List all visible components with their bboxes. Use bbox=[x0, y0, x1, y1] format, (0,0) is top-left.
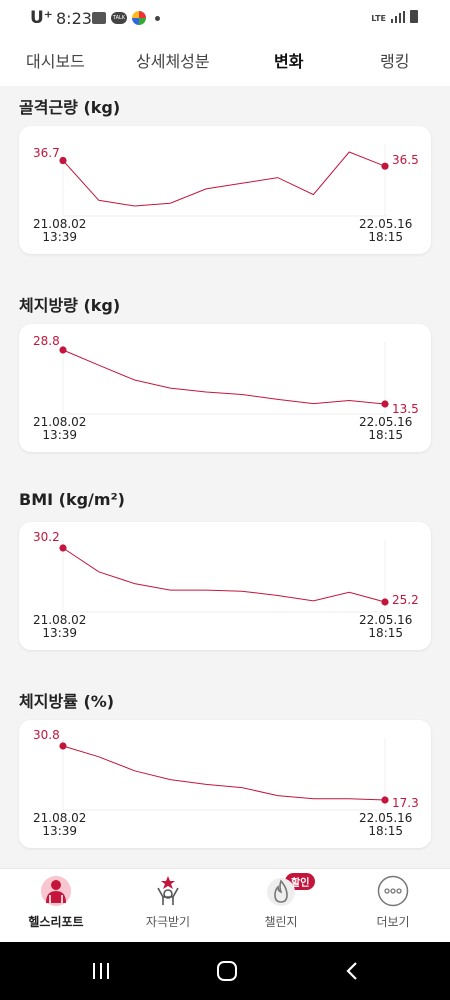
status-bar: U⁺ 8:23 TALK LTE bbox=[0, 0, 450, 36]
start-value-label: 28.8 bbox=[33, 334, 60, 348]
bottom-navigation: 헬스리포트 자극받기 할인 챌린지 bbox=[0, 868, 450, 943]
notification-icons: TALK bbox=[92, 11, 160, 25]
gallery-icon bbox=[92, 12, 106, 24]
line-chart bbox=[59, 342, 389, 415]
nav-motivation[interactable]: 자극받기 bbox=[112, 875, 224, 930]
start-point bbox=[59, 346, 67, 354]
carrier-label: U⁺ bbox=[30, 8, 53, 28]
nav-challenge[interactable]: 할인 챌린지 bbox=[225, 873, 337, 930]
chart-card-body-fat-mass[interactable]: 28.8 13.5 21.08.02 13:39 22.05.16 18:15 bbox=[19, 324, 431, 452]
end-point bbox=[381, 400, 389, 408]
challenge-icon bbox=[265, 875, 297, 907]
talk-icon: TALK bbox=[111, 12, 127, 24]
chart-card-skeletal-muscle[interactable]: 36.7 36.5 21.08.02 13:39 22.05.16 18:15 bbox=[19, 126, 431, 254]
tab-ranking[interactable]: 랭킹 bbox=[380, 52, 410, 71]
nav-label: 챌린지 bbox=[264, 915, 298, 929]
nav-label: 더보기 bbox=[376, 915, 410, 929]
section-title-skeletal-muscle: 골격근량 (kg) bbox=[19, 98, 121, 117]
end-point bbox=[381, 162, 389, 170]
end-point bbox=[381, 796, 389, 804]
nav-label: 헬스리포트 bbox=[28, 915, 84, 929]
end-value-label: 25.2 bbox=[392, 593, 419, 607]
start-point bbox=[59, 544, 67, 552]
tab-bar: 대시보드 상세체성분 변화 랭킹 bbox=[0, 36, 450, 86]
tab-change[interactable]: 변화 bbox=[274, 52, 304, 71]
start-value-label: 36.7 bbox=[33, 146, 60, 160]
line-chart bbox=[59, 738, 389, 811]
end-date-label: 22.05.16 18:15 bbox=[359, 613, 413, 640]
section-title-body-fat-percent: 체지방률 (%) bbox=[19, 692, 115, 711]
more-icon bbox=[377, 875, 409, 907]
end-date-label: 22.05.16 18:15 bbox=[359, 811, 413, 838]
end-value-label: 17.3 bbox=[392, 796, 419, 810]
start-date-label: 21.08.02 13:39 bbox=[33, 613, 87, 640]
chart-card-bmi[interactable]: 30.2 25.2 21.08.02 13:39 22.05.16 18:15 bbox=[19, 522, 431, 650]
section-title-bmi: BMI (kg/m²) bbox=[19, 490, 125, 509]
back-icon[interactable] bbox=[342, 960, 364, 982]
start-value-label: 30.8 bbox=[33, 728, 60, 742]
recent-apps-icon[interactable] bbox=[90, 960, 112, 982]
battery-icon bbox=[410, 10, 418, 23]
series-line bbox=[62, 349, 386, 405]
start-point bbox=[59, 742, 67, 750]
series-line bbox=[62, 547, 386, 603]
nav-more[interactable]: 더보기 bbox=[337, 875, 449, 930]
network-type: LTE bbox=[371, 14, 386, 23]
start-date-label: 21.08.02 13:39 bbox=[33, 217, 87, 244]
health-report-icon bbox=[40, 875, 72, 907]
start-value-label: 30.2 bbox=[33, 530, 60, 544]
clock: 8:23 bbox=[56, 9, 92, 28]
system-icons: LTE bbox=[371, 10, 418, 23]
end-date-label: 22.05.16 18:15 bbox=[359, 217, 413, 244]
change-content[interactable]: 골격근량 (kg) 36.7 36.5 21.08.02 13:39 22.05… bbox=[0, 86, 450, 868]
end-date-label: 22.05.16 18:15 bbox=[359, 415, 413, 442]
tab-dashboard[interactable]: 대시보드 bbox=[26, 52, 85, 71]
more-notifications-icon bbox=[155, 15, 160, 21]
end-point bbox=[381, 598, 389, 606]
series-line bbox=[62, 745, 386, 801]
series-line bbox=[62, 151, 386, 207]
nav-health-report[interactable]: 헬스리포트 bbox=[0, 875, 112, 930]
home-icon[interactable] bbox=[215, 960, 239, 982]
nav-label: 자극받기 bbox=[145, 915, 191, 929]
chart-card-body-fat-percent[interactable]: 30.8 17.3 21.08.02 13:39 22.05.16 18:15 bbox=[19, 720, 431, 848]
system-navigation-bar bbox=[0, 942, 450, 1000]
end-value-label: 36.5 bbox=[392, 153, 419, 167]
start-date-label: 21.08.02 13:39 bbox=[33, 811, 87, 838]
start-date-label: 21.08.02 13:39 bbox=[33, 415, 87, 442]
start-point bbox=[59, 156, 67, 165]
location-icon bbox=[132, 11, 146, 25]
line-chart bbox=[59, 144, 389, 217]
motivation-icon bbox=[152, 875, 184, 907]
end-value-label: 13.5 bbox=[392, 402, 419, 416]
tab-detail-body-composition[interactable]: 상세체성분 bbox=[136, 52, 210, 71]
line-chart bbox=[59, 540, 389, 613]
signal-icon bbox=[391, 11, 405, 23]
section-title-body-fat-mass: 체지방량 (kg) bbox=[19, 296, 121, 315]
